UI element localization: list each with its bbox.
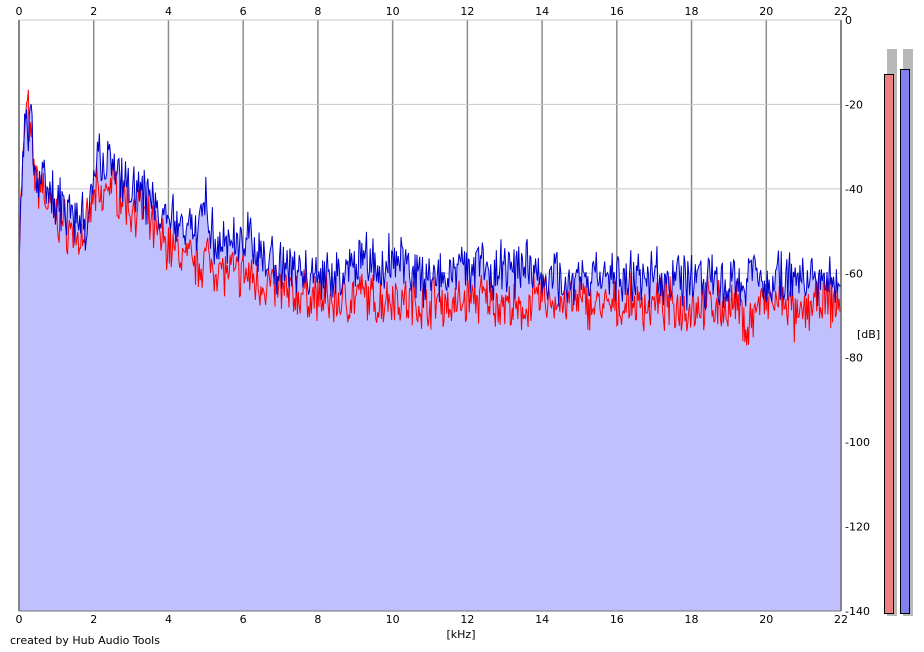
x-tick-label-top: 0 xyxy=(16,5,23,18)
x-tick-label-bottom: 4 xyxy=(165,613,172,626)
y-tick-label: -40 xyxy=(845,183,863,196)
x-tick-label-bottom: 0 xyxy=(16,613,23,626)
right-channel-level-meter xyxy=(900,68,910,614)
x-tick-label-bottom: 6 xyxy=(240,613,247,626)
y-tick-label: -60 xyxy=(845,267,863,280)
x-tick-label-top: 14 xyxy=(535,5,549,18)
x-tick-label-bottom: 10 xyxy=(386,613,400,626)
x-tick-label-bottom: 18 xyxy=(685,613,699,626)
x-tick-label-top: 12 xyxy=(460,5,474,18)
left-channel-level-meter xyxy=(884,74,894,614)
y-tick-label: 0 xyxy=(845,14,852,27)
series-line-0 xyxy=(18,89,842,346)
x-tick-label-bottom: 16 xyxy=(610,613,624,626)
series-line-1 xyxy=(18,104,842,311)
x-tick-label-top: 10 xyxy=(386,5,400,18)
x-tick-label-bottom: 22 xyxy=(834,613,848,626)
x-tick-label-top: 22 xyxy=(834,5,848,18)
x-tick-label-top: 8 xyxy=(314,5,321,18)
x-tick-label-bottom: 8 xyxy=(314,613,321,626)
x-tick-label-bottom: 20 xyxy=(759,613,773,626)
x-axis-label: [kHz] xyxy=(447,628,476,641)
x-tick-label-bottom: 12 xyxy=(460,613,474,626)
y-tick-label: -120 xyxy=(845,521,870,534)
x-tick-label-bottom: 2 xyxy=(90,613,97,626)
y-tick-label: -100 xyxy=(845,436,870,449)
x-tick-label-top: 4 xyxy=(165,5,172,18)
x-tick-label-top: 16 xyxy=(610,5,624,18)
spectrum-fill-area xyxy=(19,89,841,611)
y-tick-label: -20 xyxy=(845,98,863,111)
x-tick-label-top: 20 xyxy=(759,5,773,18)
x-tick-label-top: 6 xyxy=(240,5,247,18)
y-tick-label: -140 xyxy=(845,605,870,618)
x-tick-label-bottom: 14 xyxy=(535,613,549,626)
credit-text: created by Hub Audio Tools xyxy=(10,634,160,647)
x-tick-label-top: 2 xyxy=(90,5,97,18)
x-tick-label-top: 18 xyxy=(685,5,699,18)
y-axis-label: [dB] xyxy=(857,328,880,341)
y-tick-label: -80 xyxy=(845,352,863,365)
